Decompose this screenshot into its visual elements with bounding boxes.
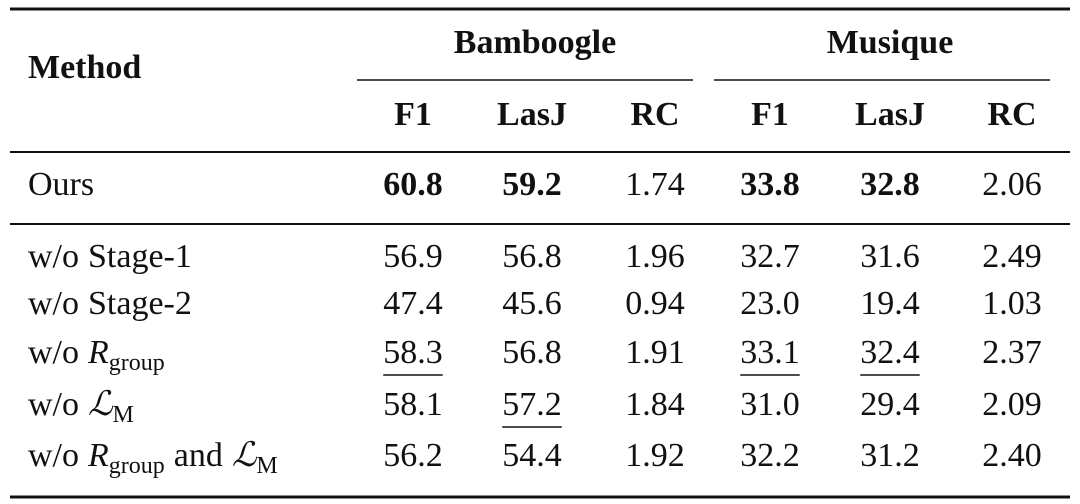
cell-value: 31.2 <box>860 437 920 474</box>
cell-value: 58.3 <box>383 334 443 371</box>
column-header: F1 <box>394 96 432 133</box>
group-header: Bamboogle <box>454 24 616 61</box>
subscript: group <box>109 350 165 376</box>
cell-value: 56.8 <box>502 238 562 275</box>
cell-value: 58.1 <box>383 386 443 423</box>
cell-value: 32.2 <box>740 437 800 474</box>
method-label: Ours <box>28 166 94 203</box>
cell-value: 33.1 <box>740 334 800 371</box>
cell-value: 31.6 <box>860 238 920 275</box>
cell-value: 57.2 <box>502 386 562 423</box>
method-text: w/o <box>28 238 79 275</box>
cell-value: 1.91 <box>625 334 685 371</box>
column-header: RC <box>630 96 679 133</box>
cell-value: 45.6 <box>502 285 562 322</box>
cell-value: 1.03 <box>982 285 1042 322</box>
cell-value: 59.2 <box>502 166 562 203</box>
column-header: RC <box>987 96 1036 133</box>
method-text: w/o <box>28 437 79 474</box>
cell-value: 33.8 <box>740 166 800 203</box>
method-text: and <box>174 437 223 474</box>
subscript: M <box>256 453 277 479</box>
cell-value: 56.9 <box>383 238 443 275</box>
group-header: Musique <box>827 24 954 61</box>
cell-value: 32.4 <box>860 334 920 371</box>
method-text: Stage-2 <box>88 285 192 322</box>
method-label: w/o ℒM <box>28 386 134 428</box>
method-label: w/o Rgroup and ℒM <box>28 437 278 479</box>
cell-value: 29.4 <box>860 386 920 423</box>
cell-value: 2.49 <box>982 238 1042 275</box>
cell-value: 47.4 <box>383 285 443 322</box>
subscript: group <box>109 453 165 479</box>
cell-value: 2.09 <box>982 386 1042 423</box>
method-text: w/o <box>28 386 79 423</box>
cell-value: 32.7 <box>740 238 800 275</box>
column-header: F1 <box>751 96 789 133</box>
cell-value: 56.8 <box>502 334 562 371</box>
cell-value: 56.2 <box>383 437 443 474</box>
subscript: M <box>113 402 134 428</box>
cell-value: 1.92 <box>625 437 685 474</box>
cell-value: 31.0 <box>740 386 800 423</box>
cell-value: 2.06 <box>982 166 1042 203</box>
method-header: Method <box>28 49 141 86</box>
column-header: LasJ <box>497 96 567 133</box>
method-label: w/o Stage-2 <box>28 285 192 322</box>
method-text: R <box>87 334 109 371</box>
method-text: Ours <box>28 166 94 203</box>
method-text: ℒ <box>88 386 114 423</box>
method-label: w/o Stage-1 <box>28 238 192 275</box>
method-text: R <box>87 437 109 474</box>
cell-value: 2.37 <box>982 334 1042 371</box>
method-label: w/o Rgroup <box>28 334 165 376</box>
cell-value: 23.0 <box>740 285 800 322</box>
cell-value: 60.8 <box>383 166 443 203</box>
cell-value: 19.4 <box>860 285 920 322</box>
cell-value: 1.84 <box>625 386 685 423</box>
cell-value: 54.4 <box>502 437 562 474</box>
method-text: Stage-1 <box>88 238 192 275</box>
cell-value: 0.94 <box>625 285 685 322</box>
cell-value: 1.74 <box>625 166 685 203</box>
method-text: ℒ <box>232 437 258 474</box>
cell-value: 2.40 <box>982 437 1042 474</box>
method-text: w/o <box>28 285 79 322</box>
cell-value: 32.8 <box>860 166 920 203</box>
method-text: w/o <box>28 334 79 371</box>
cell-value: 1.96 <box>625 238 685 275</box>
column-header: LasJ <box>855 96 925 133</box>
